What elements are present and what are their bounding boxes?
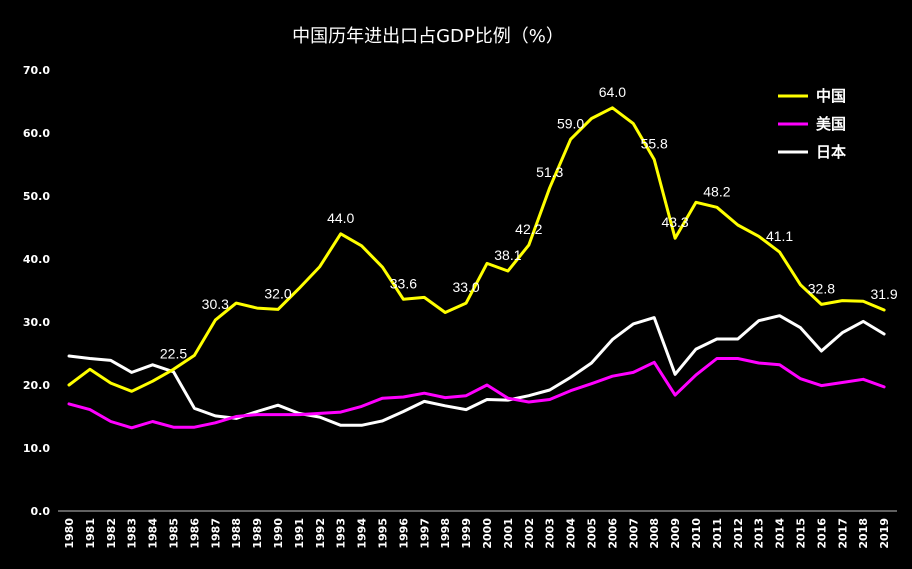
x-tick-label: 2019 [878, 518, 891, 549]
legend-label: 日本 [816, 143, 846, 161]
y-tick-label: 70.0 [23, 64, 50, 77]
x-tick-label: 1984 [147, 518, 160, 549]
y-axis: 0.0 10.0 20.0 30.0 40.0 50.0 60.0 70.0 [23, 64, 50, 518]
x-tick-label: 1994 [356, 518, 369, 549]
data-label: 42.2 [515, 221, 542, 237]
legend-label: 中国 [816, 87, 846, 105]
y-tick-label: 20.0 [23, 379, 50, 392]
x-tick-label: 1993 [335, 518, 348, 549]
series-line-japan [67, 314, 886, 427]
x-tick-label: 1980 [63, 518, 76, 549]
x-tick-label: 1992 [314, 518, 327, 549]
data-labels: 22.5 30.3 32.0 44.0 33.6 33.0 38.1 42.2 51.3 59.0… [160, 84, 898, 361]
y-tick-label: 60.0 [23, 127, 50, 140]
legend-label: 美国 [816, 115, 846, 133]
x-tick-label: 2013 [753, 518, 766, 549]
data-label: 33.6 [390, 275, 417, 291]
x-tick-label: 2015 [795, 518, 808, 549]
x-tick-label: 2016 [815, 518, 828, 549]
x-tick-label: 2017 [836, 518, 849, 549]
x-tick-label: 2018 [857, 518, 870, 549]
data-label: 32.8 [808, 280, 835, 296]
data-label: 41.1 [766, 228, 793, 244]
x-tick-label: 2004 [565, 518, 578, 549]
x-tick-label: 1987 [209, 518, 222, 549]
y-tick-label: 40.0 [23, 253, 50, 266]
x-tick-label: 2010 [690, 518, 703, 549]
data-label: 33.0 [452, 279, 479, 295]
x-tick-label: 1982 [105, 518, 118, 549]
x-axis: 1980 1981 1982 1983 1984 1985 1986 1987 1988 1989… [63, 518, 891, 549]
data-label: 44.0 [327, 210, 354, 226]
y-tick-label: 0.0 [31, 505, 51, 518]
x-tick-label: 1997 [418, 518, 431, 549]
x-tick-label: 1998 [439, 518, 452, 549]
x-tick-label: 2005 [586, 518, 599, 549]
x-tick-label: 1989 [251, 518, 264, 549]
data-label: 31.9 [870, 286, 897, 302]
series-lines [67, 106, 886, 430]
x-tick-label: 1990 [272, 518, 285, 549]
y-tick-label: 50.0 [23, 190, 50, 203]
x-tick-label: 1999 [460, 518, 473, 549]
x-tick-label: 2012 [732, 518, 745, 549]
x-tick-label: 1996 [397, 518, 410, 549]
x-tick-label: 1988 [230, 518, 243, 549]
series-line-china [67, 106, 886, 393]
x-tick-label: 2007 [627, 518, 640, 549]
data-label: 51.3 [536, 164, 563, 180]
y-tick-label: 30.0 [23, 316, 50, 329]
x-tick-label: 2003 [544, 518, 557, 549]
y-tick-label: 10.0 [23, 442, 50, 455]
x-tick-label: 1983 [126, 518, 139, 549]
x-tick-label: 1991 [293, 518, 306, 549]
x-tick-label: 1981 [84, 518, 97, 549]
x-tick-label: 1995 [377, 518, 390, 549]
data-label: 22.5 [160, 345, 187, 361]
x-tick-label: 2011 [711, 518, 724, 549]
x-tick-label: 2006 [606, 518, 619, 549]
data-label: 32.0 [264, 285, 291, 301]
data-label: 59.0 [557, 115, 584, 131]
x-tick-label: 1985 [168, 518, 181, 549]
x-tick-label: 2001 [502, 518, 515, 549]
chart-title: 中国历年进出口占GDP比例（%） [292, 26, 564, 47]
data-label: 55.8 [641, 135, 668, 151]
data-label: 48.2 [703, 183, 730, 199]
series-line-usa [67, 357, 886, 430]
data-label: 30.3 [202, 296, 229, 312]
data-label: 64.0 [599, 84, 626, 100]
x-tick-label: 2000 [481, 518, 494, 549]
data-label: 43.3 [661, 214, 688, 230]
data-label: 38.1 [494, 247, 521, 263]
x-tick-label: 1986 [188, 518, 201, 549]
x-tick-label: 2008 [648, 518, 661, 549]
x-tick-label: 2002 [523, 518, 536, 549]
x-tick-label: 2014 [774, 518, 787, 549]
x-tick-label: 2009 [669, 518, 682, 549]
